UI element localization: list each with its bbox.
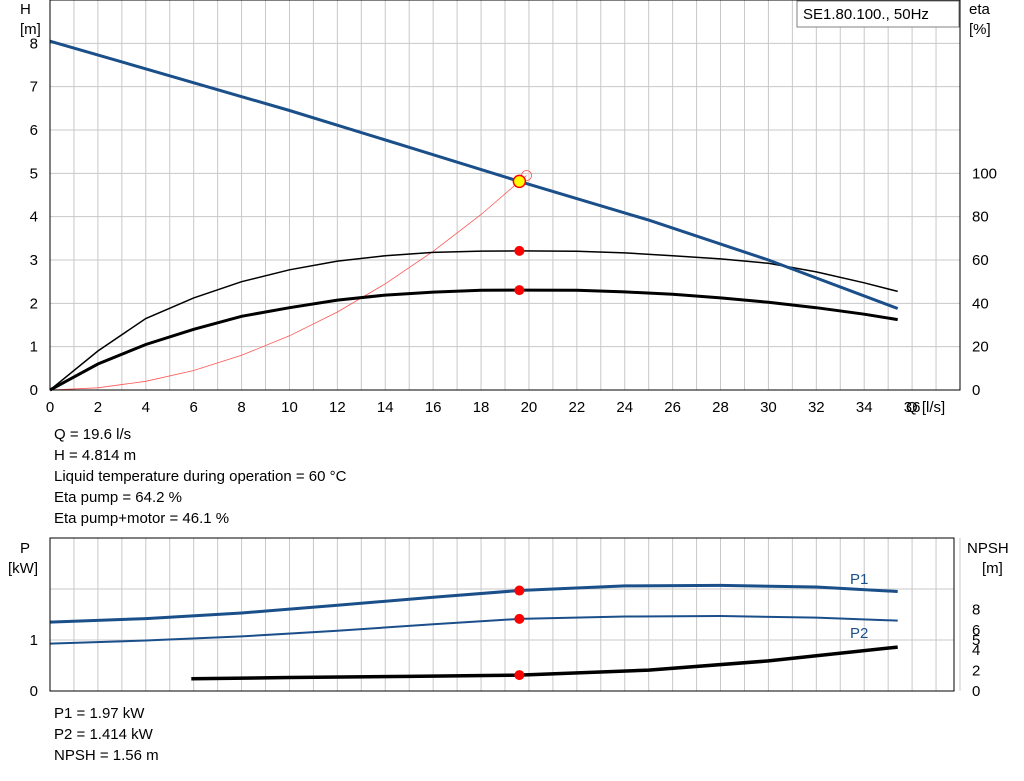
result-p1: P1 = 1.97 kW [54,705,145,722]
npsh-tick-label: 0 [972,683,980,700]
y-left-tick-label: 6 [30,122,38,139]
power-tick-label: 0 [30,683,38,700]
eta-pump-curve [49,250,898,391]
power-axis-label: P [20,540,30,557]
x-tick-label: 2 [94,399,102,416]
result-eta-pump: Eta pump = 64.2 % [54,489,182,506]
x-tick-label: 28 [712,399,729,416]
p2-curve [49,614,898,645]
y-left-tick-label: 0 [30,382,38,399]
legend-box-text: SE1.80.100., 50Hz [803,6,929,23]
p1-marker [514,585,525,596]
efficiency-marker [514,245,525,256]
x-tick-label: 10 [281,399,298,416]
y-right-unit: [%] [969,21,991,38]
y-right-tick-label: 20 [972,339,989,356]
result-liquid-temperature: Liquid temperature during operation = 60… [54,468,347,485]
y-right-tick-label: 60 [972,252,989,269]
y-right-tick-label: 0 [972,382,980,399]
x-tick-label: 32 [808,399,825,416]
x-tick-label: 36 [904,399,921,416]
y-left-tick-label: 5 [30,165,38,182]
results-bottom: P1 = 1.97 kW P2 = 1.414 kW NPSH = 1.56 m [54,703,159,766]
result-flow: Q = 19.6 l/s [54,426,132,443]
result-p2: P2 = 1.414 kW [54,726,153,743]
result-npsh: NPSH = 1.56 m [54,747,159,764]
result-eta-pump-motor: Eta pump+motor = 46.1 % [54,510,230,527]
y-left-unit: [m] [20,21,41,38]
pump-head-curve [49,39,899,310]
npsh-tick-label: 5 [972,632,980,649]
power-axis-unit: [kW] [8,560,38,577]
top-chart-frame [49,0,961,391]
npsh-axis-label: NPSH [967,540,1009,557]
npsh-tick-label: 6 [972,622,980,639]
y-left-tick-label: 4 [30,209,38,226]
x-tick-label: 0 [46,399,54,416]
p2-marker [514,613,525,624]
x-tick-label: 4 [142,399,150,416]
x-tick-label: 12 [329,399,346,416]
y-left-label: H [20,1,31,18]
bottom-chart-tick-labels: 0 1 0 2 456 8 [30,601,981,700]
y-left-tick-label: 1 [30,339,38,356]
top-chart-series [49,39,899,392]
bottom-chart-frame [49,537,955,692]
y-left-tick-label: 8 [30,35,38,52]
series-label-p2: P2 [850,625,868,642]
npsh-marker [514,670,525,681]
eta-pump-motor-curve [49,288,898,392]
y-left-tick-label: 7 [30,79,38,96]
x-tick-label: 24 [616,399,633,416]
series-label-p1: P1 [850,571,868,588]
y-right-label: eta [969,1,991,18]
p1-curve [49,583,898,624]
y-left-tick-label: 2 [30,295,38,312]
x-tick-label: 34 [856,399,873,416]
x-tick-label: 8 [237,399,245,416]
npsh-tick-label: 8 [972,601,980,618]
npsh-curve [191,645,898,681]
system-curve [49,175,527,391]
x-tick-label: 14 [377,399,394,416]
x-tick-label: 20 [521,399,538,416]
x-tick-label: 18 [473,399,490,416]
y-right-tick-label: 40 [972,295,989,312]
bottom-chart-series [49,583,898,681]
x-tick-label: 30 [760,399,777,416]
y-left-tick-label: 3 [30,252,38,269]
y-right-tick-label: 80 [972,209,989,226]
npsh-tick-label: 2 [972,663,980,680]
bottom-chart-grid [49,538,961,691]
x-axis-label: Q [l/s] [906,399,945,416]
x-tick-label: 26 [664,399,681,416]
power-tick-label: 1 [30,632,38,649]
x-tick-label: 22 [568,399,585,416]
npsh-axis-unit: [m] [982,560,1003,577]
result-head: H = 4.814 m [54,447,137,464]
efficiency-marker [514,285,525,296]
npsh-tick-label: 4 [972,642,980,659]
x-tick-label: 6 [190,399,198,416]
duty-point-marker [512,174,527,189]
legend-box: SE1.80.100., 50Hz [796,0,960,28]
top-chart-tick-labels: 0 2 4 6 8 10 12 14 16 18 20 22 24 26 28 30 32 34 360123456… [30,35,997,416]
y-right-tick-label: 100 [972,165,997,182]
results-top: Q = 19.6 l/s H = 4.814 m Liquid temperat… [54,424,346,529]
x-tick-label: 16 [425,399,442,416]
